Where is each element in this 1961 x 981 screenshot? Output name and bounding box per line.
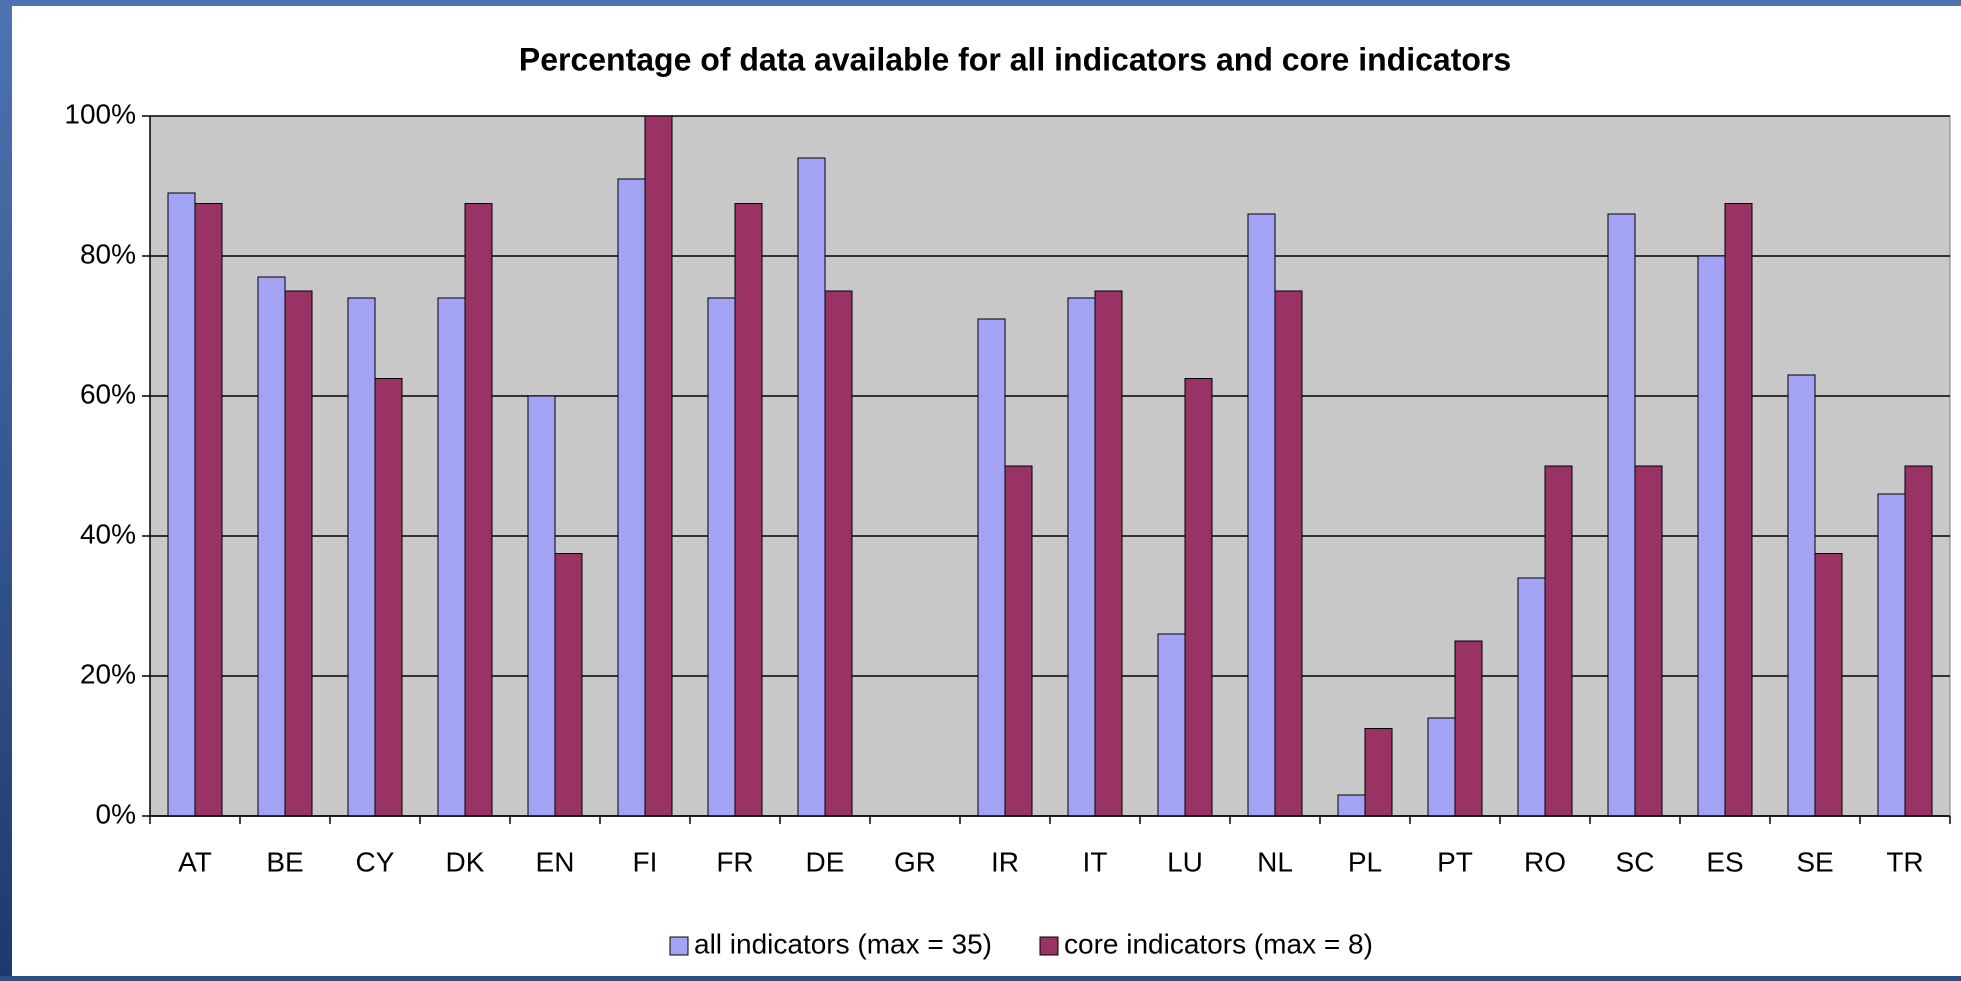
plot-area: [149, 115, 1951, 817]
y-tick-label: 0%: [96, 798, 136, 829]
x-tick-label: TR: [1886, 846, 1923, 877]
bar: [554, 553, 583, 817]
bar: [1184, 378, 1213, 817]
bar: [1427, 717, 1456, 817]
bar: [617, 178, 646, 817]
x-tick-label: CY: [356, 846, 395, 877]
y-tick-label: 40%: [80, 518, 136, 549]
bar: [1544, 465, 1573, 817]
y-tick-label: 80%: [80, 238, 136, 269]
bar: [374, 378, 403, 817]
x-tick-label: LU: [1167, 846, 1203, 877]
legend-swatch: [1039, 936, 1059, 956]
bar: [824, 290, 853, 817]
bar: [1247, 213, 1276, 817]
bar: [1067, 297, 1096, 817]
bar: [1607, 213, 1636, 817]
x-tick-label: IR: [991, 846, 1019, 877]
bar: [464, 203, 493, 817]
bar: [977, 318, 1006, 817]
bar: [1724, 203, 1753, 817]
bar: [437, 297, 466, 817]
x-tick-label: DK: [446, 846, 485, 877]
bar: [347, 297, 376, 817]
bar: [527, 395, 556, 817]
bar: [644, 115, 673, 817]
legend-label: core indicators (max = 8): [1064, 928, 1373, 959]
bar: [1787, 374, 1816, 817]
x-tick-label: DE: [806, 846, 845, 877]
bar: [1157, 633, 1186, 817]
bar: [797, 157, 826, 817]
x-tick-label: IT: [1083, 846, 1108, 877]
bar: [1274, 290, 1303, 817]
bar: [167, 192, 196, 817]
bar: [734, 203, 763, 817]
x-tick-label: PL: [1348, 846, 1382, 877]
bar: [1337, 794, 1366, 817]
chart-title: Percentage of data available for all ind…: [519, 41, 1511, 77]
bar: [1814, 553, 1843, 817]
y-tick-label: 100%: [64, 98, 136, 129]
x-tick-label: GR: [894, 846, 936, 877]
bar: [1697, 255, 1726, 817]
bar: [1364, 728, 1393, 817]
x-tick-label: FI: [633, 846, 658, 877]
bar: [1094, 290, 1123, 817]
x-tick-label: PT: [1437, 846, 1473, 877]
x-tick-label: FR: [716, 846, 753, 877]
x-tick-label: AT: [178, 846, 212, 877]
bar: [1904, 465, 1933, 817]
x-tick-label: ES: [1706, 846, 1743, 877]
x-tick-label: NL: [1257, 846, 1293, 877]
bar: [257, 276, 286, 817]
legend-swatch: [669, 936, 689, 956]
y-tick-label: 20%: [80, 658, 136, 689]
x-tick-label: BE: [266, 846, 303, 877]
x-tick-label: RO: [1524, 846, 1566, 877]
y-tick-label: 60%: [80, 378, 136, 409]
x-tick-label: SE: [1796, 846, 1833, 877]
bar: [1634, 465, 1663, 817]
bar: [1454, 640, 1483, 817]
x-tick-label: EN: [536, 846, 575, 877]
bar: [284, 290, 313, 817]
bar: [707, 297, 736, 817]
bar: [1877, 493, 1906, 817]
bar: [1517, 577, 1546, 817]
bar: [1004, 465, 1033, 817]
x-tick-label: SC: [1616, 846, 1655, 877]
bar: [194, 203, 223, 817]
legend-label: all indicators (max = 35): [694, 928, 992, 959]
